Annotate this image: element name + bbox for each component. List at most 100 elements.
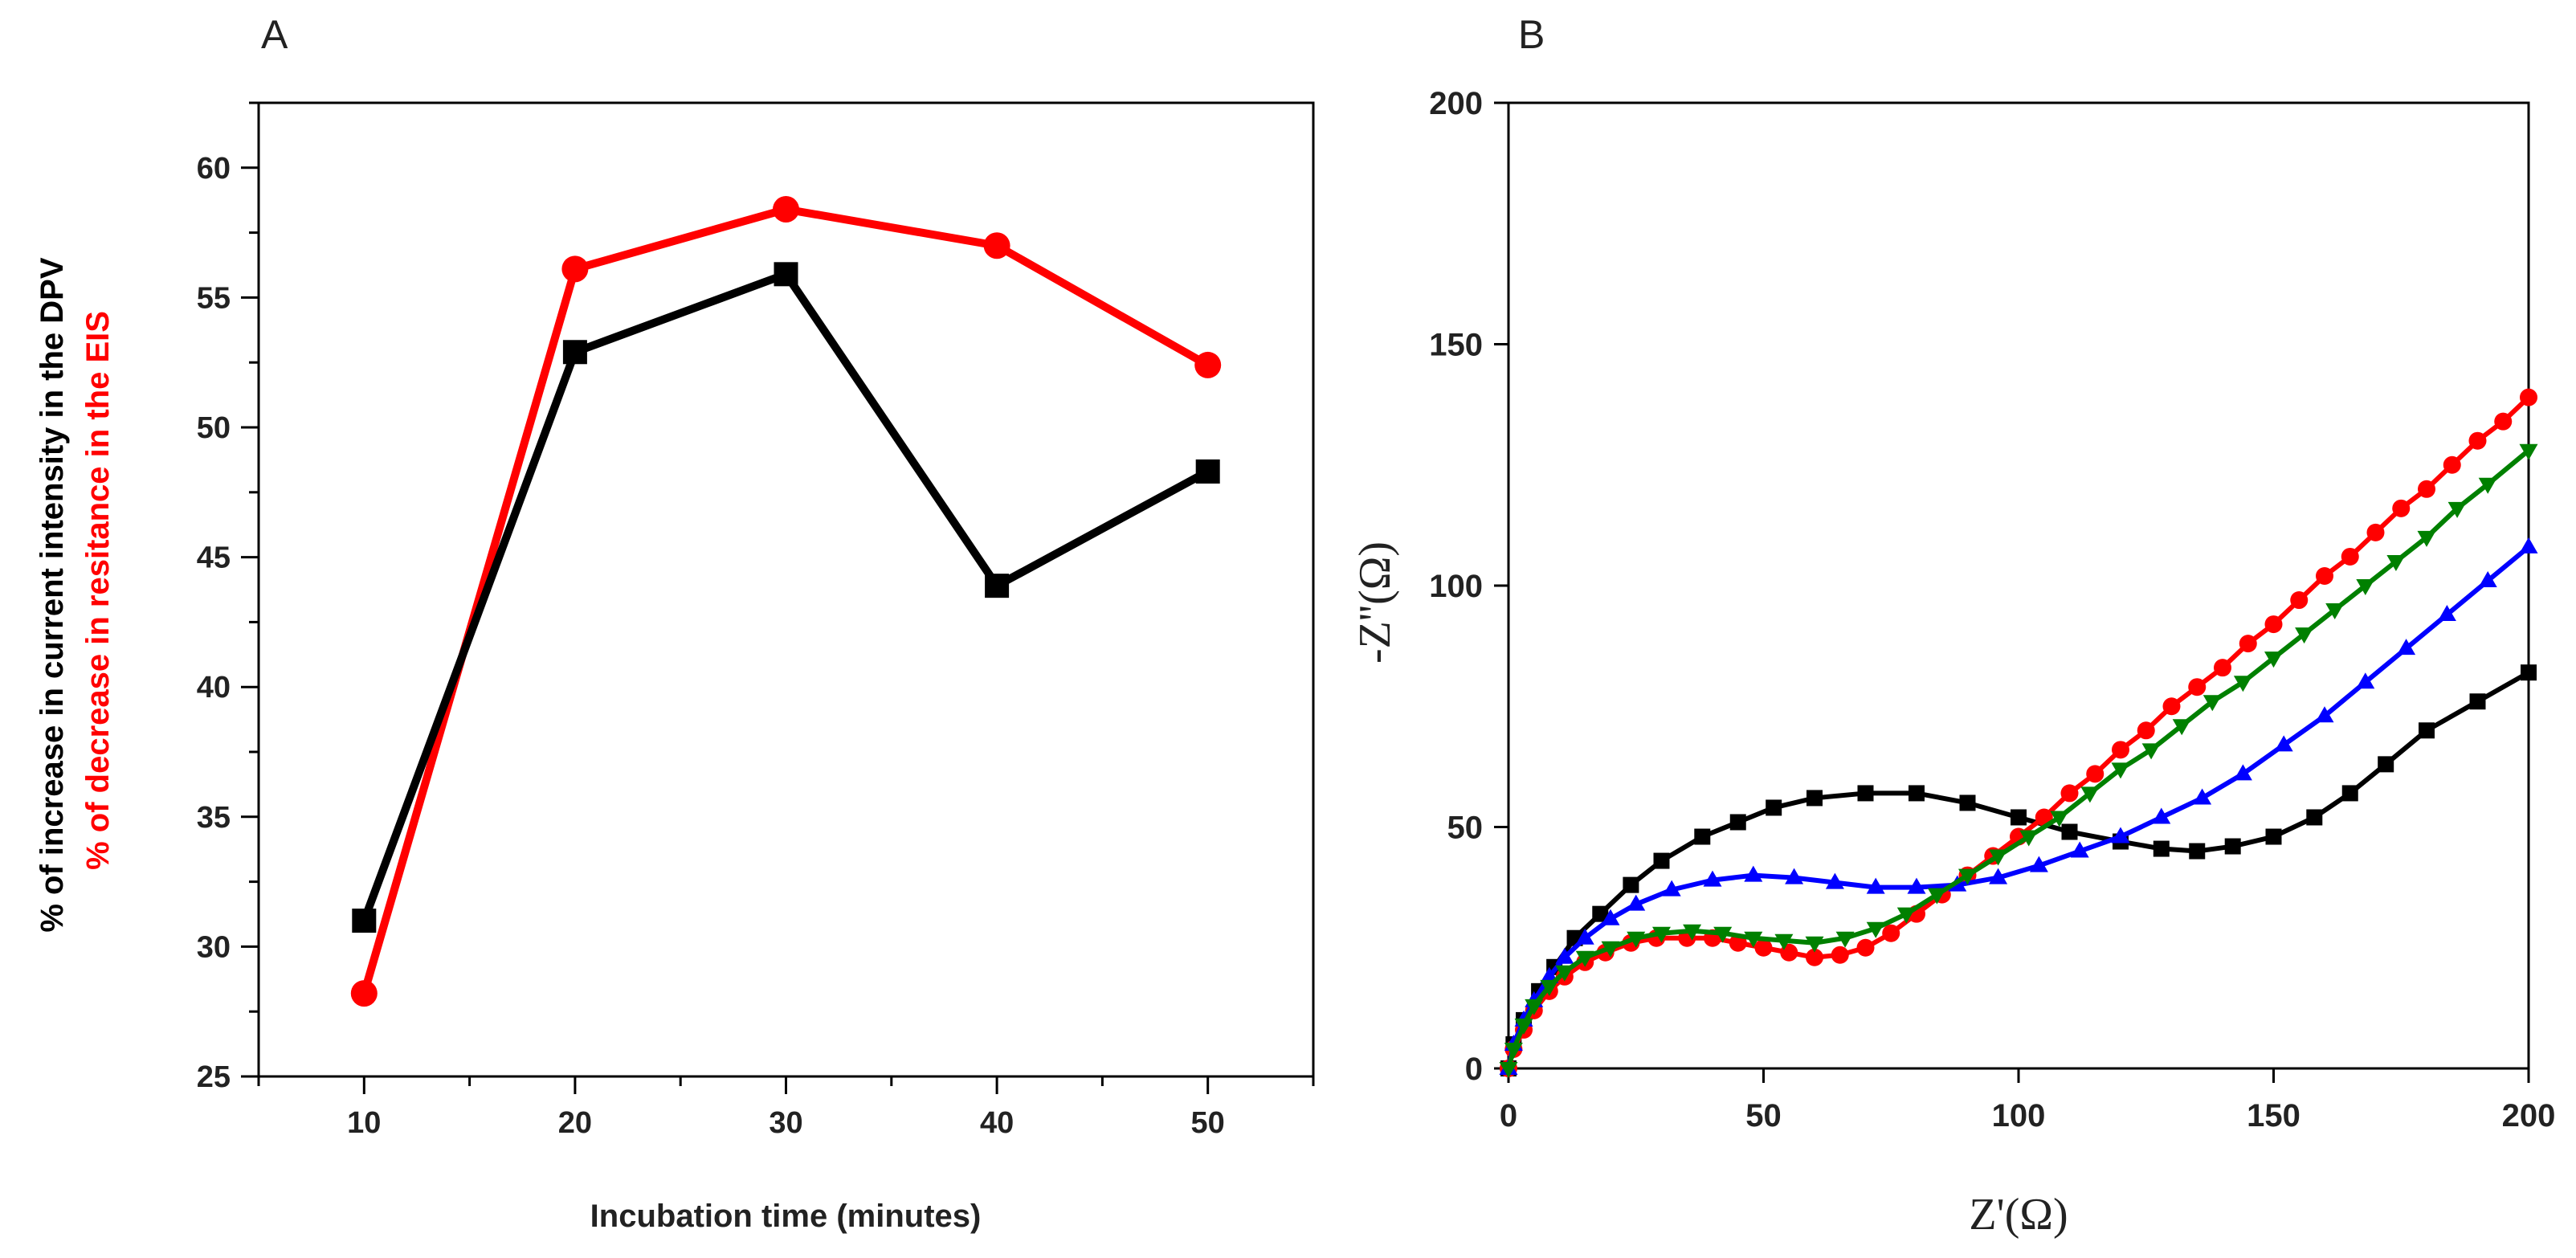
chart-b-x-tick-label: 200 (2502, 1098, 2556, 1133)
chart-b-data-point (1703, 870, 1722, 887)
chart-b-data-point (1958, 868, 1977, 885)
chart-b-y-tick-label: 100 (1429, 569, 1483, 604)
chart-b-data-point (2341, 547, 2359, 566)
chart-b-data-point (1882, 924, 1900, 942)
chart-b-data-point (1831, 946, 1849, 964)
chart-a-series-line-1 (360, 270, 1210, 922)
panel-label-a: A (261, 12, 288, 57)
chart-b-x-tick-label: 50 (1745, 1098, 1782, 1133)
chart-b-data-point (1866, 921, 1885, 938)
chart-b-data-point (2202, 695, 2222, 712)
chart-b-x-axis-title: Z'(Ω) (1969, 1190, 2068, 1240)
chart-b-data-point (2162, 697, 2181, 716)
chart-b-data-point (2011, 809, 2027, 826)
chart-a-y-tick-label: 60 (197, 152, 231, 186)
chart-a-y-tick-label: 40 (197, 671, 231, 705)
chart-b-data-point (1806, 948, 1823, 966)
chart-b-x-tick-label: 150 (2247, 1098, 2300, 1133)
chart-a-x-tick-label: 30 (769, 1106, 802, 1140)
chart-b-data-point (1835, 931, 1855, 948)
chart-b-data-point (2029, 856, 2048, 872)
chart-b-data-point (2468, 431, 2487, 450)
chart-a-plot-frame (257, 101, 1315, 1078)
chart-a-data-point (350, 980, 378, 1007)
chart-a-data-point (983, 232, 1010, 259)
chart-b-data-point (2111, 762, 2130, 779)
chart-b-data-point (2233, 764, 2252, 781)
chart-a-y-tick-label: 25 (197, 1060, 231, 1094)
chart-b-data-point (1806, 790, 1823, 807)
chart-b-data-point (2419, 722, 2435, 739)
chart-b-data-point (2447, 501, 2467, 518)
chart-b-data-point (2469, 693, 2486, 710)
chart-b-data-point (1927, 888, 1946, 905)
chart-b-y-tick-label: 0 (1465, 1052, 1483, 1087)
chart-b-data-point (1652, 926, 1671, 943)
chart-b-data-point (1744, 865, 1763, 882)
chart-b-y-tick-label: 50 (1447, 811, 1484, 846)
chart-b-data-point (1601, 909, 1620, 925)
chart-b-data-point (2437, 605, 2456, 622)
chart-a-data-point (773, 196, 799, 223)
chart-b-data-point (2111, 827, 2130, 843)
chart-b-data-point (2366, 523, 2385, 541)
chart-b-data-point (2316, 566, 2333, 585)
chart-b-data-point (1575, 950, 1594, 967)
chart-a-x-tick-label: 20 (558, 1106, 592, 1140)
chart-a-data-point (562, 340, 587, 365)
chart-b-data-point (2137, 721, 2155, 740)
chart-b-data-point (1825, 872, 1844, 889)
chart-b-data-point (2141, 743, 2161, 760)
chart-b-data-point (1989, 849, 2008, 866)
chart-b-x-tick-label: 0 (1500, 1098, 1517, 1133)
chart-b-data-point (2264, 615, 2283, 634)
chart-a-data-point (561, 255, 589, 283)
chart-b-data-point (2417, 530, 2436, 547)
chart-b-data-point (1856, 938, 1875, 957)
chart-a-data-point (985, 574, 1010, 598)
chart-b-y-tick-label: 200 (1429, 86, 1483, 121)
chart-a-x-tick-label: 40 (980, 1106, 1014, 1140)
chart-a-series-line-2 (360, 205, 1210, 995)
chart-b-data-point (2112, 741, 2129, 759)
chart-b-data-point (1601, 941, 1620, 958)
panel-label-b: B (1518, 12, 1545, 57)
chart-a-y-axis-title-eis: % of decrease in resitance in the EIS (80, 311, 116, 870)
chart-b-data-point (1683, 924, 1702, 941)
chart-b-data-point (1729, 814, 1746, 831)
chart-b-data-point (2443, 455, 2461, 474)
chart-b-data-point (2341, 785, 2358, 802)
chart-b-data-point (2290, 591, 2309, 610)
chart-b-data-point (2519, 443, 2538, 460)
chart-a-x-tick-label: 50 (1191, 1106, 1225, 1140)
chart-b-data-point (2306, 809, 2323, 826)
chart-b-data-point (1805, 936, 1824, 953)
chart-b-data-point (1989, 868, 2008, 884)
chart-b-data-point (1907, 877, 1926, 894)
chart-b-ticks: 0 50 100 150 200 0 50 100 150 200 (1429, 86, 2555, 1133)
chart-b-data-point (1694, 828, 1711, 845)
chart-a-data-point (774, 262, 798, 287)
chart-b-data-point (2265, 828, 2282, 845)
chart-b-data-point (1959, 794, 1976, 811)
chart-b-series-line-4 (1506, 448, 2530, 1069)
chart-b-data-point (1525, 999, 1544, 1015)
chart-a: 10 20 30 40 50 25 30 35 40 45 50 55 60 Incubation ti… (35, 101, 1315, 1234)
chart-b-data-point (2152, 807, 2171, 824)
chart-b-data-point (2520, 388, 2537, 406)
chart-b: 0 50 100 150 200 0 50 100 150 200 Z'(Ω) -Z''(Ω) (1350, 86, 2555, 1240)
chart-b-data-point (1662, 880, 1681, 897)
chart-b-data-point (1627, 894, 1646, 911)
chart-a-y-tick-label: 45 (197, 541, 231, 575)
chart-b-data-point (1713, 926, 1733, 943)
chart-b-y-axis-title: -Z''(Ω) (1350, 541, 1400, 664)
chart-b-data-point (2494, 412, 2513, 431)
chart-b-data-point (2356, 579, 2375, 595)
chart-b-data-point (2050, 811, 2069, 827)
chart-a-y-axis-title-dpv: % of increase in current intensity in th… (35, 257, 70, 933)
chart-b-plot-frame (1507, 101, 2530, 1070)
chart-b-data-point (2153, 840, 2170, 857)
chart-b-data-point (1857, 785, 1874, 802)
chart-b-data-point (1592, 905, 1609, 922)
chart-b-data-point (2418, 480, 2435, 498)
